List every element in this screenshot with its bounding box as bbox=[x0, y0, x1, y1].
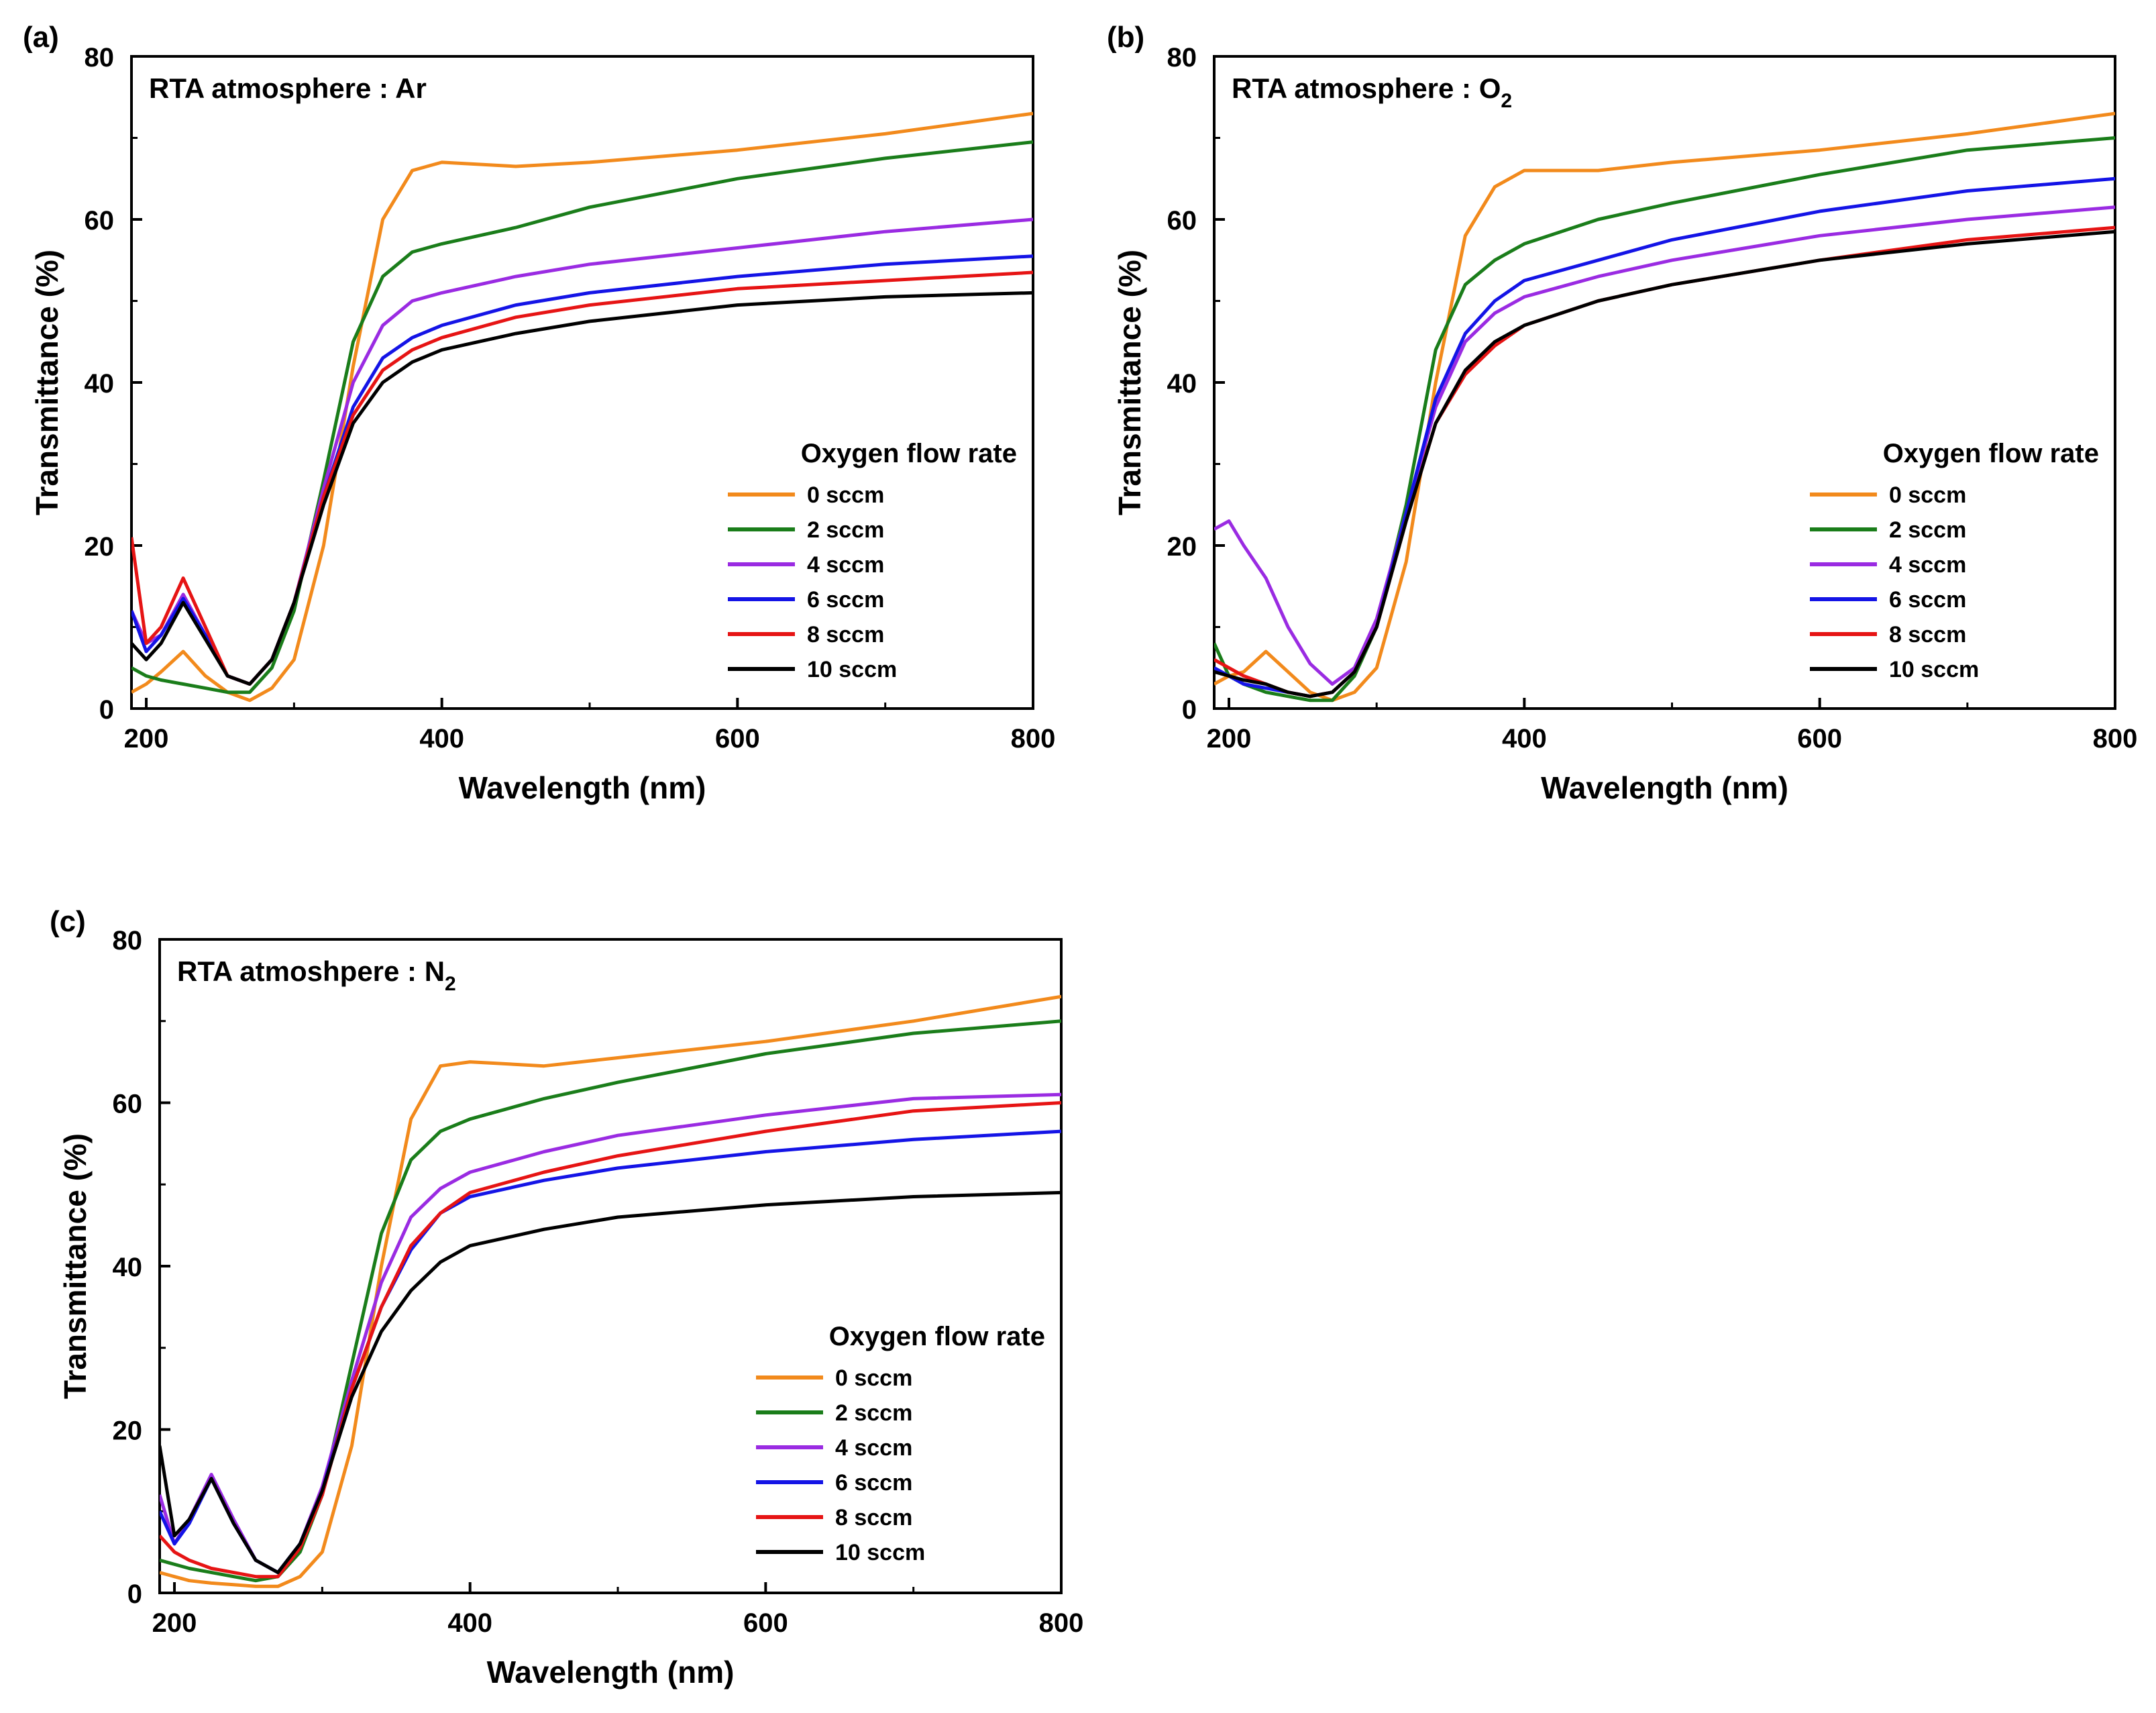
panel-b: (b) 0 20 40 60 80 200 400 600 800 Wavelength (nm) T… bbox=[1107, 21, 2137, 805]
series-line-8-sccm bbox=[160, 1101, 1061, 1579]
y-tick-label: 0 bbox=[1182, 695, 1197, 725]
series-line-8-sccm bbox=[131, 270, 1033, 686]
x-tick-label: 800 bbox=[1011, 724, 1056, 754]
y-tick-label: 40 bbox=[113, 1253, 143, 1282]
y-axis-title: Transmittance (%) bbox=[1112, 250, 1147, 515]
y-axis-title: Transmittance (%) bbox=[30, 250, 64, 515]
series-line-0-sccm bbox=[1214, 111, 2115, 703]
y-tick-label: 80 bbox=[85, 43, 115, 72]
legend-title: Oxygen flow rate bbox=[829, 1322, 1045, 1351]
legend-label: 6 sccm bbox=[1889, 587, 1966, 613]
panel-label: (b) bbox=[1107, 21, 1144, 54]
x-tick-label: 400 bbox=[419, 724, 464, 754]
y-tick-label: 20 bbox=[113, 1416, 143, 1446]
legend-label: 2 sccm bbox=[1889, 517, 1966, 543]
series-line-2-sccm bbox=[131, 140, 1033, 694]
series-line-4-sccm bbox=[131, 217, 1033, 686]
series-group bbox=[160, 994, 1061, 1588]
chart-title: RTA atmosphere : O2 bbox=[1232, 72, 1512, 112]
chart-title-main: RTA atmoshpere : N bbox=[177, 955, 445, 987]
legend-label: 10 sccm bbox=[835, 1540, 925, 1565]
plot-frame bbox=[130, 55, 1034, 710]
y-tick-label: 20 bbox=[85, 532, 115, 562]
legend-label: 10 sccm bbox=[807, 657, 897, 682]
panel-c: (c) 0 20 40 60 80 200 400 600 800 Wavelength (nm) T… bbox=[50, 905, 1083, 1690]
x-tick-label: 800 bbox=[1039, 1608, 1084, 1638]
x-tick-label: 400 bbox=[447, 1608, 492, 1638]
legend-label: 4 sccm bbox=[1889, 552, 1966, 578]
legend-label: 6 sccm bbox=[835, 1470, 912, 1496]
y-tick-label: 60 bbox=[85, 206, 115, 236]
series-line-4-sccm bbox=[160, 1092, 1061, 1575]
series-line-2-sccm bbox=[160, 1019, 1061, 1583]
y-tick-label: 0 bbox=[127, 1579, 142, 1609]
x-tick-label: 200 bbox=[152, 1608, 197, 1638]
series-line-6-sccm bbox=[1214, 176, 2115, 698]
y-tick-label: 40 bbox=[85, 369, 115, 399]
legend-label: 4 sccm bbox=[835, 1435, 912, 1461]
series-line-10-sccm bbox=[160, 1190, 1061, 1575]
legend-label: 2 sccm bbox=[807, 517, 884, 543]
y-tick-label: 40 bbox=[1167, 369, 1197, 399]
chart-title-main: RTA atmosphere : O bbox=[1232, 72, 1501, 104]
chart-title-main: RTA atmosphere : Ar bbox=[149, 72, 427, 104]
chart-title: RTA atmoshpere : N2 bbox=[177, 955, 456, 995]
series-line-2-sccm bbox=[1214, 136, 2115, 703]
legend-label: 0 sccm bbox=[807, 482, 884, 508]
x-axis-title: Wavelength (nm) bbox=[487, 1655, 735, 1690]
x-tick-label: 400 bbox=[1502, 724, 1547, 754]
legend-label: 0 sccm bbox=[1889, 482, 1966, 508]
x-tick-label: 600 bbox=[1797, 724, 1842, 754]
legend: Oxygen flow rate 0 sccm 2 sccm 4 sccm 6 sccm… bbox=[728, 439, 1017, 682]
y-tick-label: 60 bbox=[1167, 206, 1197, 236]
x-axis-title: Wavelength (nm) bbox=[459, 770, 706, 805]
series-group bbox=[131, 111, 1033, 703]
legend-label: 6 sccm bbox=[807, 587, 884, 613]
y-tick-label: 60 bbox=[113, 1090, 143, 1119]
chart-title-subscript: 2 bbox=[445, 973, 456, 995]
series-line-10-sccm bbox=[131, 291, 1033, 686]
legend-label: 8 sccm bbox=[807, 622, 884, 647]
panel-a: (a) 0 20 40 60 80 200 400 600 800 Wavelength (nm) T… bbox=[23, 21, 1055, 805]
panel-label: (a) bbox=[23, 21, 59, 54]
x-tick-label: 200 bbox=[1207, 724, 1252, 754]
legend-label: 10 sccm bbox=[1889, 657, 1979, 682]
legend-label: 8 sccm bbox=[1889, 622, 1966, 647]
x-tick-label: 600 bbox=[715, 724, 760, 754]
y-tick-label: 80 bbox=[113, 926, 143, 955]
series-group bbox=[1214, 111, 2115, 703]
x-tick-label: 200 bbox=[124, 724, 169, 754]
chart-title-subscript: 2 bbox=[1501, 90, 1512, 112]
legend: Oxygen flow rate 0 sccm 2 sccm 4 sccm 6 sccm… bbox=[756, 1322, 1045, 1565]
x-tick-label: 800 bbox=[2093, 724, 2138, 754]
y-tick-label: 20 bbox=[1167, 532, 1197, 562]
legend-label: 0 sccm bbox=[835, 1365, 912, 1391]
plot-frame bbox=[1213, 55, 2116, 710]
series-line-0-sccm bbox=[160, 994, 1061, 1588]
series-line-0-sccm bbox=[131, 111, 1033, 703]
chart-title: RTA atmosphere : Ar bbox=[149, 72, 427, 104]
legend-label: 2 sccm bbox=[835, 1400, 912, 1426]
y-axis-title: Transmittance (%) bbox=[58, 1133, 93, 1399]
y-tick-label: 80 bbox=[1167, 43, 1197, 72]
panel-label: (c) bbox=[50, 905, 86, 938]
y-tick-label: 0 bbox=[99, 695, 114, 725]
legend-title: Oxygen flow rate bbox=[801, 439, 1017, 468]
x-axis-title: Wavelength (nm) bbox=[1541, 770, 1788, 805]
legend: Oxygen flow rate 0 sccm 2 sccm 4 sccm 6 sccm… bbox=[1810, 439, 2099, 682]
x-tick-label: 600 bbox=[743, 1608, 788, 1638]
legend-label: 8 sccm bbox=[835, 1505, 912, 1530]
series-line-6-sccm bbox=[131, 254, 1033, 686]
legend-title: Oxygen flow rate bbox=[1883, 439, 2099, 468]
legend-label: 4 sccm bbox=[807, 552, 884, 578]
plot-frame bbox=[158, 938, 1063, 1594]
series-line-10-sccm bbox=[1214, 229, 2115, 698]
